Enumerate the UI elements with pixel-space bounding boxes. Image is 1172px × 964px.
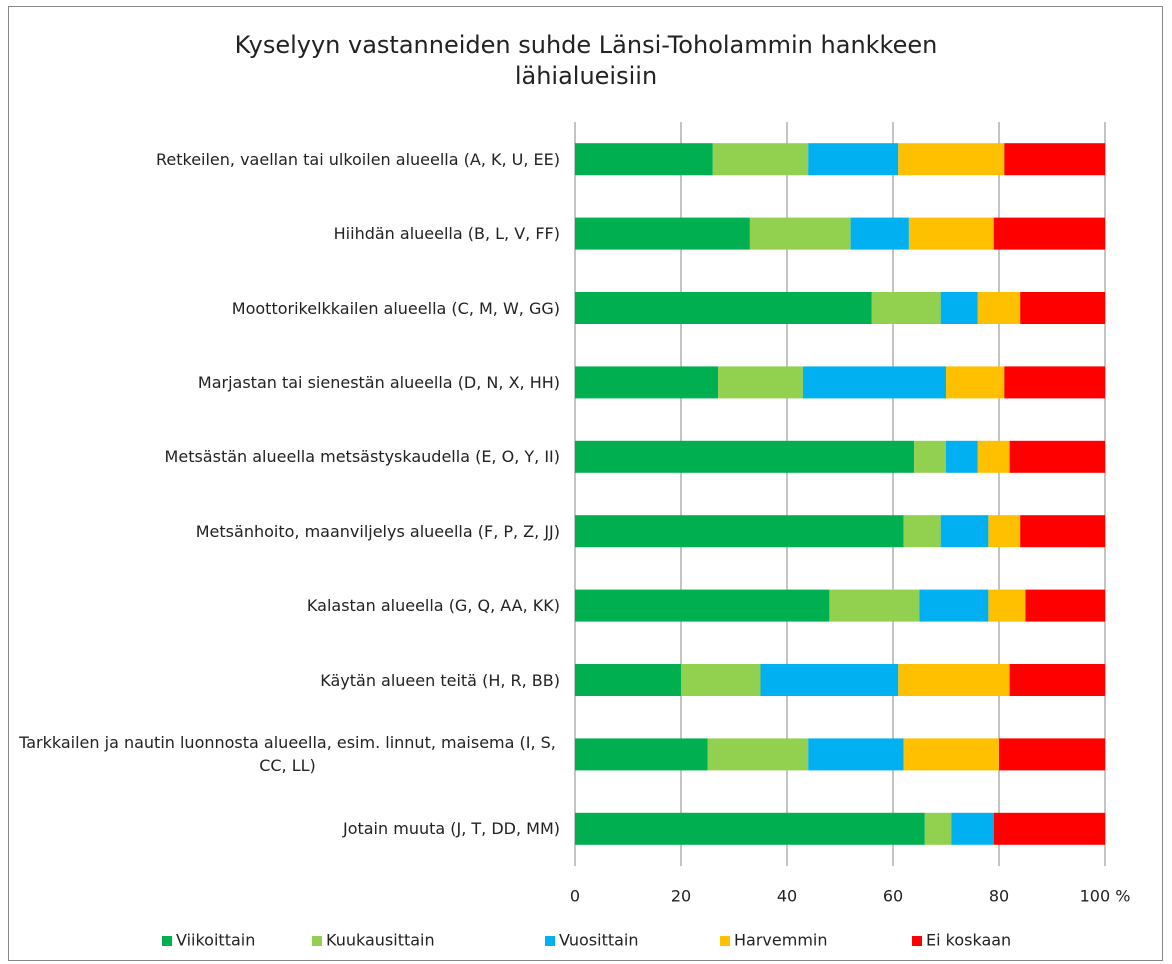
bar-segment	[575, 143, 713, 176]
chart-title: Kyselyyn vastanneiden suhde Länsi-Tohola…	[234, 31, 938, 90]
bar-segment	[999, 738, 1105, 771]
category-text: Metsänhoito, maanviljelys alueella (F, P…	[195, 521, 560, 541]
bar-segment	[951, 812, 994, 845]
legend-swatch	[162, 936, 172, 946]
bar-segment	[977, 292, 1021, 324]
legend-label: Kuukausittain	[326, 931, 435, 950]
bar-segment	[760, 664, 899, 696]
category-text: Metsästän alueella metsästyskaudella (E,…	[164, 447, 560, 467]
bar-segment	[908, 217, 994, 250]
bar-segment	[903, 515, 941, 548]
category-text: Jotain muuta (J, T, DD, MM)	[342, 819, 560, 839]
bar-segment	[1004, 366, 1105, 399]
bar-segment	[829, 589, 920, 622]
bar-segment	[914, 440, 946, 473]
bar-segment	[808, 143, 899, 176]
legend-swatch	[720, 936, 730, 946]
bar-segment	[575, 515, 904, 548]
y-tick-label: Jotain muuta (J, T, DD, MM)	[15, 799, 560, 859]
legend-label: Ei koskaan	[926, 931, 1011, 950]
chart-border	[8, 6, 1163, 961]
bar-segment	[940, 292, 978, 324]
category-text: Moottorikelkkailen alueella (C, M, W, GG…	[231, 298, 560, 318]
y-tick-label: Käytän alueen teitä (H, R, BB)	[15, 650, 560, 710]
x-tick-label: 100 %	[1080, 887, 1131, 906]
bar-segment	[1009, 664, 1105, 696]
legend-swatch	[312, 936, 322, 946]
bar-segment	[1020, 515, 1105, 548]
bar-segment	[898, 664, 1010, 696]
bar-segment	[919, 589, 989, 622]
x-tick-label: 80	[989, 887, 1009, 906]
bar-segment	[946, 366, 1005, 399]
bar-segment	[898, 143, 1005, 176]
legend-label: Viikoittain	[176, 931, 255, 950]
bar-segment	[940, 515, 989, 548]
y-tick-label: Hiihdän alueella (B, L, V, FF)	[15, 204, 560, 264]
y-tick-label: Metsästän alueella metsästyskaudella (E,…	[15, 427, 560, 487]
y-tick-label: Retkeilen, vaellan tai ulkoilen alueella…	[15, 129, 560, 189]
bar-segment	[946, 440, 978, 473]
legend-label: Harvemmin	[734, 931, 827, 950]
category-text: Hiihdän alueella (B, L, V, FF)	[333, 224, 560, 244]
bar-segment	[1020, 292, 1105, 324]
bar-segment	[749, 217, 851, 250]
bar-segment	[575, 589, 830, 622]
bar-segment	[993, 217, 1105, 250]
x-tick-label: 0	[570, 887, 580, 906]
category-text: Retkeilen, vaellan tai ulkoilen alueella…	[155, 149, 560, 169]
y-tick-label: Metsänhoito, maanviljelys alueella (F, P…	[15, 501, 560, 561]
bar-segment	[808, 738, 904, 771]
bar-segment	[988, 589, 1026, 622]
bar-segment	[681, 664, 761, 696]
bar-segment	[988, 515, 1021, 548]
y-tick-label: Kalastan alueella (G, Q, AA, KK)	[15, 576, 560, 636]
bar-segment	[575, 440, 915, 473]
bar-segment	[802, 366, 946, 399]
y-tick-label: Tarkkailen ja nautin luonnosta alueella,…	[15, 724, 560, 784]
category-text: Käytän alueen teitä (H, R, BB)	[320, 670, 560, 690]
y-tick-label: Marjastan tai sienestän alueella (D, N, …	[15, 352, 560, 412]
y-tick-label: Moottorikelkkailen alueella (C, M, W, GG…	[15, 278, 560, 338]
legend-swatch	[545, 936, 555, 946]
bar-segment	[718, 366, 803, 399]
category-text: Tarkkailen ja nautin luonnosta alueella,…	[19, 733, 556, 776]
bar-segment	[850, 217, 909, 250]
x-tick-label: 20	[671, 887, 691, 906]
bar-segment	[1004, 143, 1105, 176]
legend-label: Vuosittain	[559, 931, 639, 950]
bar-segment	[575, 292, 872, 324]
category-text: Marjastan tai sienestän alueella (D, N, …	[197, 372, 560, 392]
bar-segment	[1025, 589, 1105, 622]
bar-segment	[712, 143, 809, 176]
x-tick-label: 40	[777, 887, 797, 906]
legend-swatch	[912, 936, 922, 946]
bar-segment	[575, 664, 681, 696]
bar-segment	[707, 738, 809, 771]
bar-segment	[575, 812, 925, 845]
bar-segment	[1009, 440, 1105, 473]
category-text: Kalastan alueella (G, Q, AA, KK)	[306, 596, 560, 616]
bar-segment	[993, 812, 1105, 845]
bar-segment	[871, 292, 941, 324]
bar-segment	[575, 738, 708, 771]
bar-segment	[903, 738, 999, 771]
bar-segment	[977, 440, 1010, 473]
bar-segment	[575, 217, 750, 250]
bar-segment	[575, 366, 719, 399]
bar-segment	[924, 812, 952, 845]
x-tick-label: 60	[883, 887, 903, 906]
